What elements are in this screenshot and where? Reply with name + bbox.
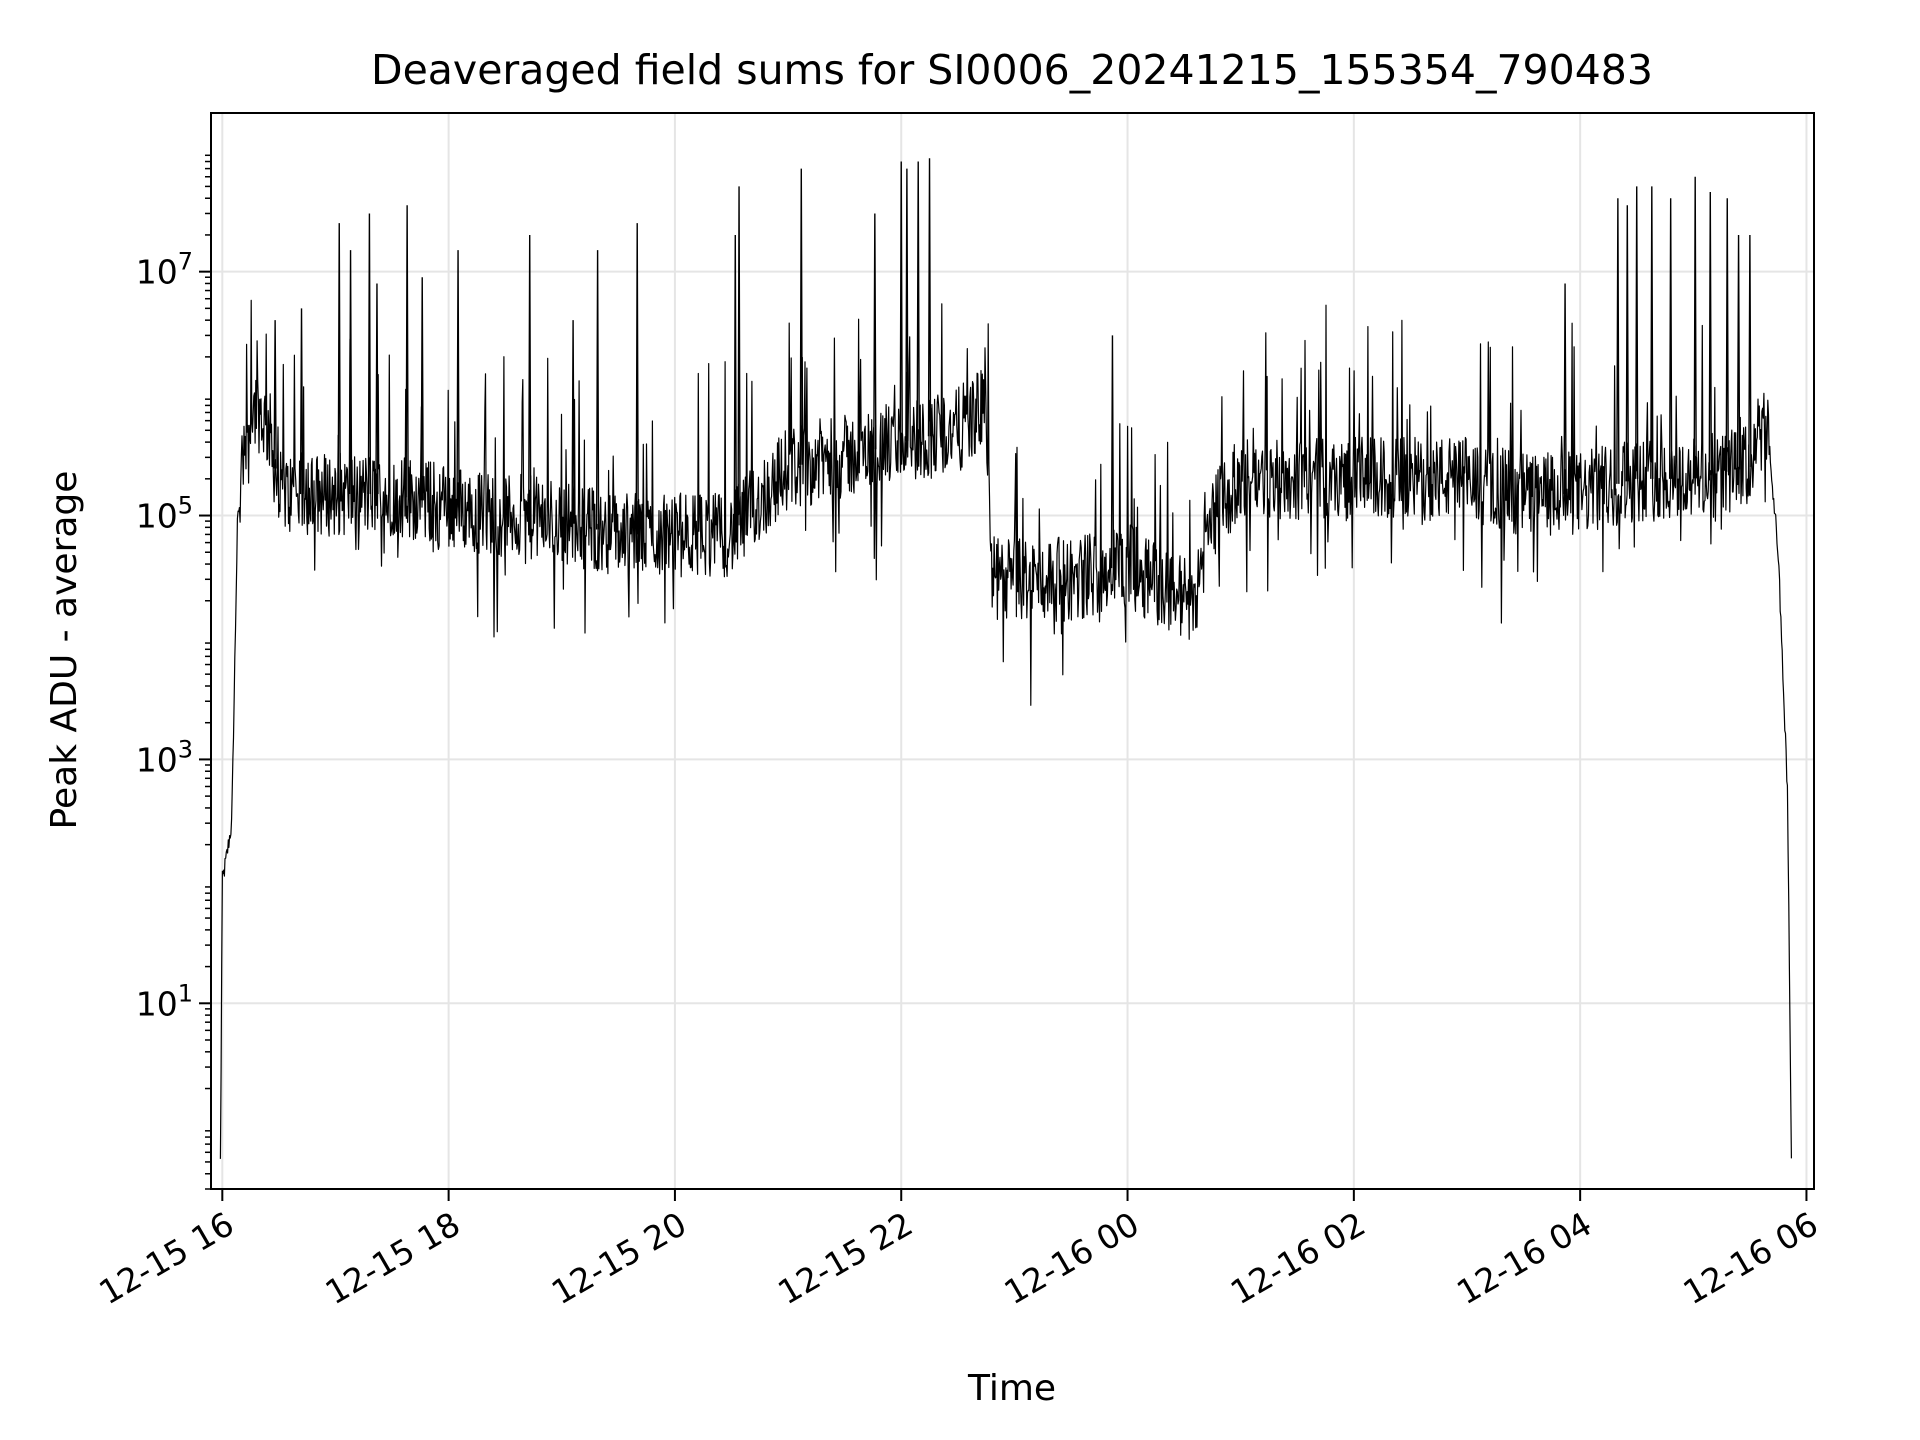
spike-mark (1736, 234, 1741, 470)
spike-mark (899, 161, 903, 443)
x-tick-label: 12-15 18 (319, 1204, 467, 1312)
spike-mark (1650, 186, 1654, 479)
spike-mark (1725, 198, 1729, 472)
x-tick-label: 12-15 20 (545, 1204, 693, 1312)
spike-mark (733, 234, 737, 530)
x-tick-label: 12-16 04 (1450, 1204, 1598, 1312)
spike-mark (1693, 176, 1697, 479)
spike-mark (337, 223, 341, 495)
chart-title: Deaveraged field sums for SI0006_2024121… (371, 46, 1653, 94)
spike-mark (873, 213, 877, 450)
spike-mark (299, 308, 304, 495)
spike-mark (1625, 205, 1629, 482)
y-tick-label: 101 (136, 979, 193, 1023)
x-tick-label: 12-16 02 (1224, 1204, 1372, 1312)
spike-mark (905, 168, 909, 441)
y-axis-ticks: 101 103 105 107 (136, 154, 211, 1190)
plot-frame (210, 112, 1815, 1190)
y-tick-label: 103 (136, 735, 193, 779)
spike-mark (1616, 198, 1620, 484)
spike-mark (916, 161, 920, 439)
spike-mark (1668, 198, 1673, 479)
spike-mark (375, 283, 379, 495)
spike-mark (635, 223, 639, 535)
spike-mark (927, 158, 932, 437)
spike-mark (528, 234, 532, 518)
spike-mark (799, 168, 803, 465)
spike-mark (273, 320, 277, 469)
data-series (219, 158, 1792, 1159)
spike-mark (1110, 335, 1115, 569)
grid-lines (211, 113, 1814, 1189)
spike-mark (367, 213, 372, 495)
spike-mark (571, 320, 575, 524)
x-axis-ticks: 12-15 16 12-15 18 12-15 20 12-15 22 12-16 00… (92, 1189, 1824, 1312)
x-tick-label: 12-15 22 (771, 1204, 919, 1312)
x-tick-label: 12-16 06 (1676, 1204, 1824, 1312)
spike-mark (595, 250, 600, 530)
spike-mark (1708, 191, 1712, 476)
spike-mark (405, 205, 409, 498)
spike-mark (737, 186, 741, 526)
spike-mark (1563, 283, 1567, 495)
x-axis-label: Time (967, 1368, 1056, 1409)
x-tick-label: 12-16 00 (998, 1204, 1146, 1312)
y-axis-label: Peak ADU - average (44, 471, 85, 830)
spike-mark (420, 277, 424, 501)
y-tick-label: 105 (136, 492, 193, 536)
spike-mark (348, 250, 353, 495)
spike-mark (1748, 234, 1752, 468)
y-tick-label: 107 (136, 248, 193, 292)
spike-mark (456, 250, 460, 508)
spike-mark (1635, 186, 1639, 479)
x-tick-label: 12-15 16 (92, 1204, 240, 1312)
baseline-series-line (219, 299, 1792, 1159)
